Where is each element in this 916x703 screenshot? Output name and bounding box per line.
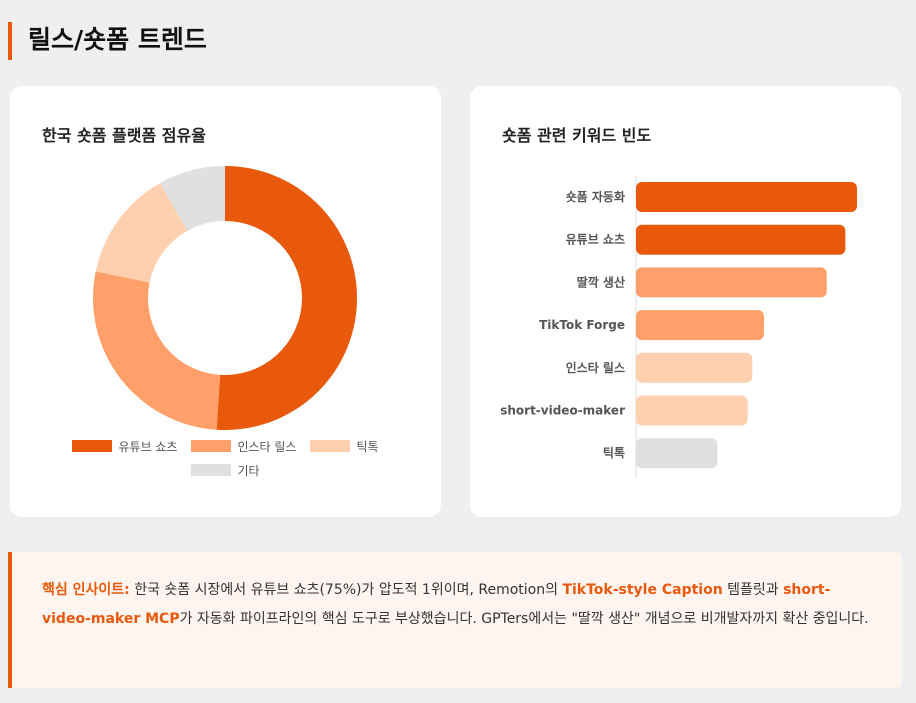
bar[interactable] (636, 224, 846, 255)
bar-tick-label: 유튜브 쇼츠 (566, 233, 625, 247)
insight-text-3: 가 자동화 파이프라인의 핵심 도구로 부상했습니다. GPTers에서는 "딸… (179, 611, 869, 627)
donut-slice[interactable] (92, 271, 221, 430)
bar-tick-label: 딸깍 생산 (577, 274, 625, 289)
donut-slice[interactable] (160, 166, 225, 231)
legend-swatch (191, 464, 232, 476)
donut-legend: 유튜브 쇼츠 인스타 릴스 틱톡 기타 (10, 438, 441, 486)
bar[interactable] (636, 438, 718, 469)
bar-tick-label: short-video-maker (500, 404, 625, 418)
legend-swatch (191, 440, 232, 452)
legend-label: 유튜브 쇼츠 (118, 439, 178, 454)
bar-tick-label: 숏폼 자동화 (566, 189, 625, 204)
legend-swatch (72, 440, 113, 452)
bar[interactable] (636, 352, 753, 383)
legend-label: 틱톡 (356, 439, 379, 454)
legend-item[interactable]: 기타 (191, 462, 260, 479)
legend-label: 기타 (237, 463, 260, 478)
bar-title: 숏폼 관련 키워드 빈도 (502, 126, 652, 145)
page-title: 릴스/숏폼 트렌드 (8, 22, 207, 60)
bar-tick-label: 인스타 릴스 (566, 360, 625, 375)
insight-box: 핵심 인사이트: 한국 숏폼 시장에서 유튜브 쇼츠(75%)가 압도적 1위이… (8, 552, 902, 688)
donut-slice[interactable] (216, 166, 357, 430)
insight-highlight-1: TikTok-style Caption (562, 582, 723, 598)
donut-chart (92, 166, 357, 430)
insight-text-1: 한국 숏폼 시장에서 유튜브 쇼츠(75%)가 압도적 1위이며, Remoti… (129, 582, 563, 598)
insight-text-2: 템플릿과 (722, 582, 784, 598)
insight-highlight-2: short-video-maker MCP (42, 582, 831, 627)
bar[interactable] (636, 395, 748, 426)
bar[interactable] (636, 310, 764, 341)
legend-item[interactable]: 틱톡 (310, 438, 379, 455)
donut-title: 한국 숏폼 플랫폼 점유율 (42, 126, 206, 145)
donut-card: 한국 숏폼 플랫폼 점유율 유튜브 쇼츠 인스타 릴스 틱톡 기타 (10, 86, 441, 517)
insight-label: 핵심 인사이트: (42, 582, 130, 598)
bar[interactable] (636, 267, 827, 298)
donut-slice[interactable] (95, 182, 188, 283)
bar[interactable] (636, 182, 857, 212)
legend-label: 인스타 릴스 (237, 439, 297, 454)
legend-item[interactable]: 인스타 릴스 (191, 438, 296, 455)
bar-tick-label: 틱톡 (603, 445, 625, 460)
legend-swatch (310, 440, 351, 452)
legend-item[interactable]: 유튜브 쇼츠 (72, 438, 177, 455)
bar-tick-label: TikTok Forge (539, 318, 625, 332)
